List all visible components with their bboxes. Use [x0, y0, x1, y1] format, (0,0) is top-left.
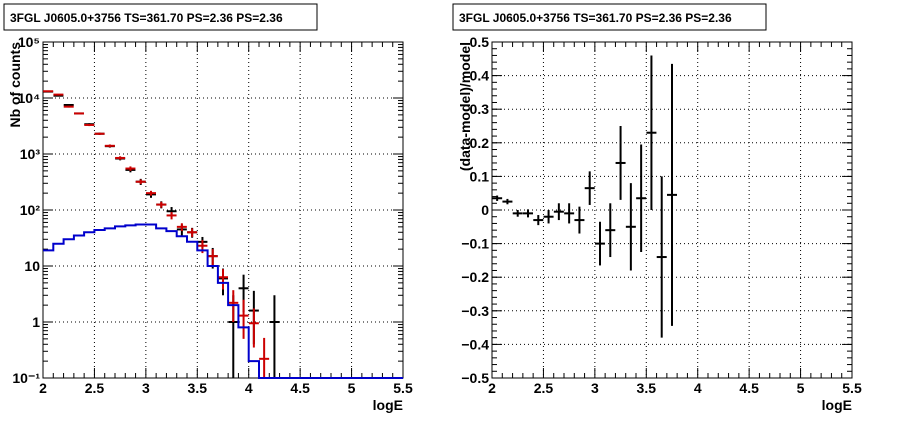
right-x-tick-labels: 2 2.5 3 3.5 4 4.5 5 5.5 — [488, 380, 862, 396]
right-x-axis-label: logE — [822, 397, 852, 413]
right-panel: 3FGL J0605.0+3756 TS=361.70 PS=2.36 PS=2… — [452, 3, 862, 413]
x-tick-label: 3 — [591, 380, 599, 396]
x-tick-label: 5.5 — [393, 380, 413, 396]
right-axis-ticks — [491, 41, 853, 379]
x-tick-label: 3.5 — [188, 380, 208, 396]
x-tick-label: 2 — [488, 380, 496, 396]
y-tick-label: −0.2 — [461, 269, 489, 285]
y-tick-label: −0.4 — [461, 336, 489, 352]
x-tick-label: 5 — [797, 380, 805, 396]
model-step-line — [43, 223, 403, 379]
right-chart-title: 3FGL J0605.0+3756 TS=361.70 PS=2.36 PS=2… — [459, 11, 732, 25]
x-tick-label: 2 — [39, 380, 47, 396]
x-tick-label: 2.5 — [534, 380, 554, 396]
x-tick-label: 4.5 — [739, 380, 759, 396]
x-tick-label: 5 — [348, 380, 356, 396]
left-chart-title: 3FGL J0605.0+3756 TS=361.70 PS=2.36 PS=2… — [10, 11, 283, 25]
left-y-axis-label: Nb of counts — [7, 42, 23, 128]
y-tick-label: −0.3 — [461, 303, 489, 319]
x-tick-label: 2.5 — [85, 380, 105, 396]
left-y-tick-labels: 10⁻¹ 1 10 10² 10³ 10⁴ 10⁵ — [12, 34, 40, 386]
y-tick-label: 0.5 — [470, 34, 490, 50]
left-data-marks — [43, 90, 403, 379]
left-grid — [43, 42, 403, 378]
y-tick-label: 0.2 — [470, 135, 490, 151]
left-x-axis-label: logE — [373, 397, 403, 413]
y-tick-label: 10² — [20, 202, 41, 218]
y-tick-label: 10⁵ — [18, 34, 40, 50]
x-tick-label: 3.5 — [637, 380, 657, 396]
y-tick-label: 10⁴ — [18, 90, 41, 106]
left-title-box — [3, 3, 318, 31]
y-tick-label: 10 — [24, 258, 40, 274]
right-data-marks — [492, 55, 677, 338]
y-tick-label: 10⁻¹ — [12, 370, 40, 386]
x-tick-label: 3 — [142, 380, 150, 396]
left-panel: 3FGL J0605.0+3756 TS=361.70 PS=2.36 PS=2… — [3, 3, 413, 413]
y-tick-label: 10³ — [20, 146, 41, 162]
x-tick-label: 4 — [694, 380, 702, 396]
right-title-box — [452, 3, 767, 31]
x-tick-label: 4.5 — [290, 380, 310, 396]
x-tick-label: 4 — [245, 380, 253, 396]
y-tick-label: 0.3 — [470, 101, 490, 117]
y-tick-label: 1 — [32, 314, 40, 330]
y-tick-label: −0.1 — [461, 236, 489, 252]
right-y-axis-label: (data-model)/model — [457, 42, 473, 171]
y-tick-label: 0.4 — [470, 68, 490, 84]
left-axis-ticks — [42, 41, 404, 379]
y-tick-label: −0.5 — [461, 370, 489, 386]
x-tick-label: 5.5 — [842, 380, 862, 396]
right-y-tick-labels: −0.5 −0.4 −0.3 −0.2 −0.1 0 0.1 0.2 0.3 0… — [461, 34, 489, 386]
y-tick-label: 0.1 — [470, 168, 490, 184]
left-x-tick-labels: 2 2.5 3 3.5 4 4.5 5 5.5 — [39, 380, 413, 396]
y-tick-label: 0 — [481, 202, 489, 218]
